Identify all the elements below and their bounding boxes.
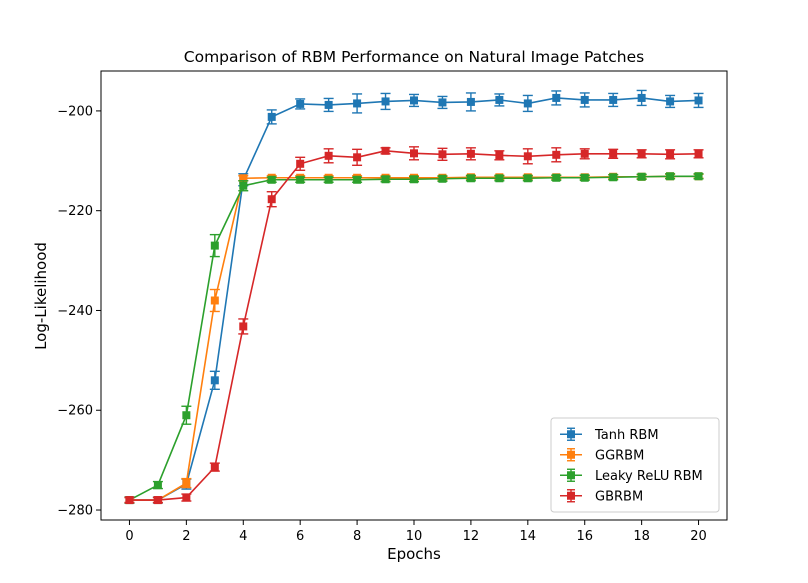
legend: Tanh RBM GGRBM Leaky ReLU RBM GBRBM xyxy=(550,417,720,513)
legend-item: GBRBM xyxy=(560,489,643,504)
data-point xyxy=(210,463,219,472)
data-point xyxy=(552,150,561,159)
y-tick-label: −260 xyxy=(57,404,93,419)
data-point xyxy=(495,95,504,104)
data-point xyxy=(609,173,618,182)
data-point xyxy=(324,100,333,109)
data-point xyxy=(296,159,305,168)
data-point xyxy=(580,149,589,158)
legend-marker xyxy=(567,450,575,459)
legend-marker xyxy=(567,471,575,480)
x-tick-label: 12 xyxy=(463,529,480,544)
data-point xyxy=(324,151,333,160)
legend-marker xyxy=(567,430,575,439)
data-point xyxy=(466,97,475,106)
data-point xyxy=(694,172,703,181)
data-point xyxy=(210,241,219,250)
data-point xyxy=(324,175,333,184)
data-point xyxy=(495,174,504,183)
data-point xyxy=(153,481,162,490)
data-point xyxy=(182,479,191,488)
data-point xyxy=(438,98,447,107)
data-point xyxy=(353,99,362,108)
legend-item: Leaky ReLU RBM xyxy=(560,468,703,484)
data-point xyxy=(239,181,248,190)
legend-label: GGRBM xyxy=(595,448,644,463)
y-tick-label: −220 xyxy=(57,204,93,219)
legend-box xyxy=(550,417,720,513)
data-point xyxy=(153,496,162,505)
x-tick-label: 18 xyxy=(633,529,650,544)
legend-marker xyxy=(567,491,575,500)
data-point xyxy=(182,493,191,502)
x-tick-label: 6 xyxy=(296,529,304,544)
data-point xyxy=(353,153,362,162)
data-point xyxy=(381,97,390,106)
legend-item: Tanh RBM xyxy=(560,427,659,443)
data-point xyxy=(466,174,475,183)
data-point xyxy=(410,96,418,105)
data-point xyxy=(267,175,276,184)
data-point xyxy=(296,175,305,184)
data-point xyxy=(694,149,703,158)
data-point xyxy=(609,95,618,104)
data-point xyxy=(552,93,561,102)
x-tick-label: 20 xyxy=(690,529,707,544)
data-point xyxy=(125,496,134,505)
y-tick-label: −200 xyxy=(57,104,93,119)
data-point xyxy=(637,149,646,158)
data-point xyxy=(666,97,675,106)
legend-label: GBRBM xyxy=(595,489,643,504)
data-point xyxy=(609,149,618,158)
plot-area: 0 2 4 6 8 10 12 14 16 18 20 −280 −260 −240 −220 −200 xyxy=(57,70,728,544)
data-point xyxy=(210,296,219,305)
legend-label: Tanh RBM xyxy=(594,428,659,443)
legend-item: GGRBM xyxy=(560,448,644,463)
x-tick-label: 16 xyxy=(576,529,593,544)
legend-label: Leaky ReLU RBM xyxy=(595,469,703,484)
data-point xyxy=(552,173,561,182)
data-point xyxy=(523,152,532,161)
data-point xyxy=(239,322,248,331)
data-point xyxy=(353,175,362,184)
data-point xyxy=(580,95,589,104)
data-point xyxy=(210,376,219,385)
y-axis-label: Log-Likelihood xyxy=(32,242,50,350)
data-point xyxy=(637,172,646,181)
x-axis-label: Epochs xyxy=(387,545,441,563)
data-point xyxy=(267,195,276,204)
x-tick-label: 10 xyxy=(406,529,423,544)
data-point xyxy=(182,411,191,420)
chart-title: Comparison of RBM Performance on Natural… xyxy=(184,48,644,66)
data-point xyxy=(637,93,646,102)
data-point xyxy=(296,99,305,108)
data-point xyxy=(410,149,418,158)
data-point xyxy=(580,173,589,182)
x-tick-label: 8 xyxy=(353,529,361,544)
data-point xyxy=(666,172,675,181)
data-point xyxy=(495,151,504,160)
data-point xyxy=(438,174,447,183)
data-point xyxy=(523,174,532,183)
data-point xyxy=(438,150,447,159)
x-tick-label: 2 xyxy=(182,529,190,544)
data-point xyxy=(410,175,418,184)
data-point xyxy=(239,174,248,183)
data-point xyxy=(523,99,532,108)
series-4 xyxy=(124,146,704,505)
data-point xyxy=(694,96,703,105)
y-tick-label: −240 xyxy=(57,304,93,319)
data-point xyxy=(381,146,390,155)
data-point xyxy=(267,112,276,121)
y-tick-label: −280 xyxy=(57,504,93,519)
x-tick-label: 0 xyxy=(125,529,133,544)
data-point xyxy=(466,149,475,158)
x-tick-label: 14 xyxy=(520,529,537,544)
data-point xyxy=(666,150,675,159)
x-tick-label: 4 xyxy=(239,529,247,544)
data-point xyxy=(381,175,390,184)
